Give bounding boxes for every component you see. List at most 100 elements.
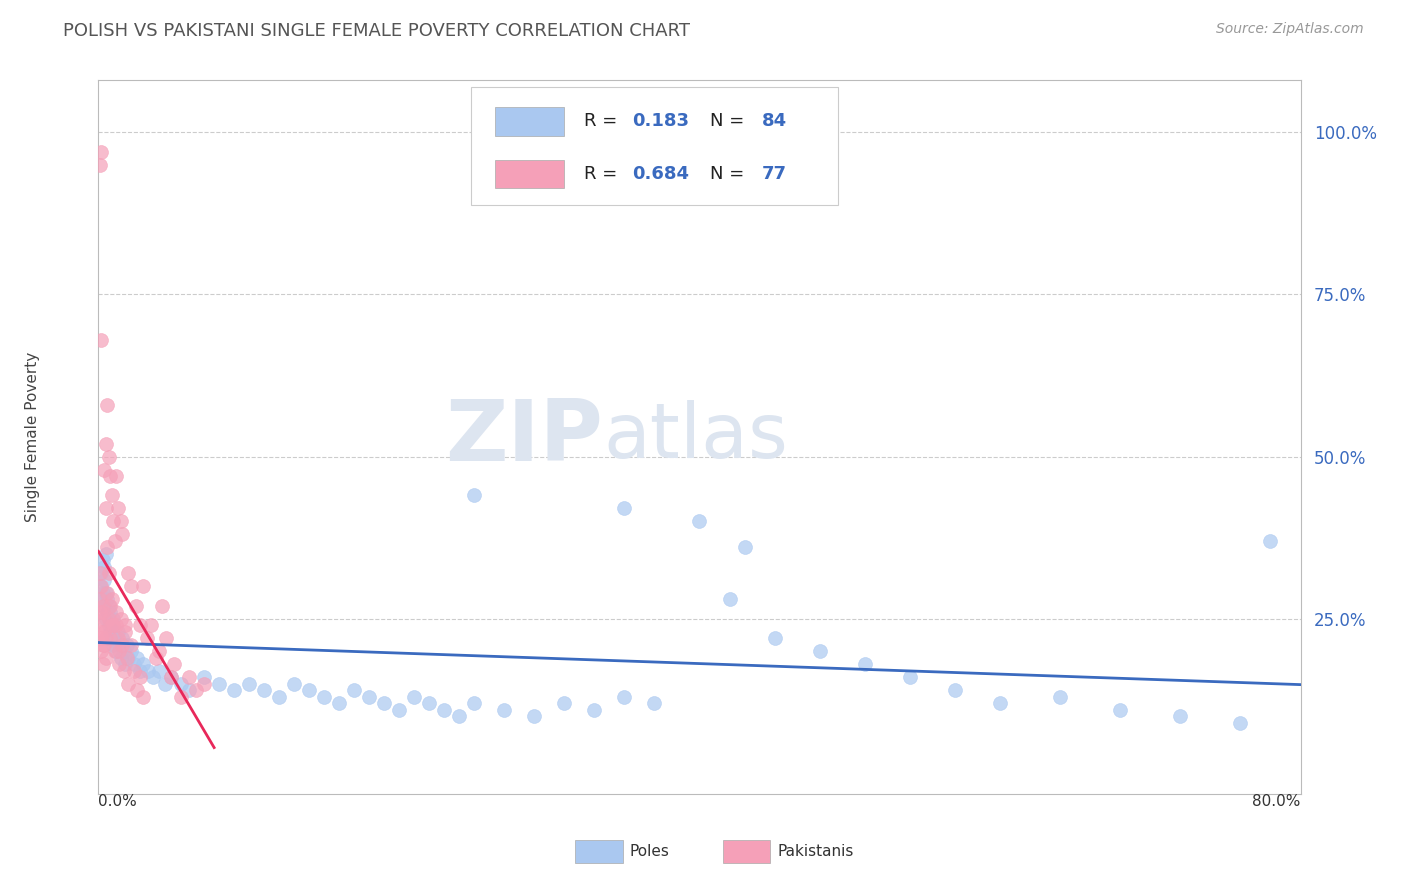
Text: N =: N = xyxy=(710,165,751,183)
Point xyxy=(1109,702,1132,716)
Point xyxy=(105,618,128,632)
Point xyxy=(121,579,143,593)
Point xyxy=(105,605,128,619)
Point xyxy=(523,709,546,723)
Point xyxy=(108,644,131,658)
Point xyxy=(139,618,162,632)
Point xyxy=(91,553,114,567)
Point xyxy=(1049,690,1071,704)
Point xyxy=(159,670,181,684)
Point xyxy=(121,638,143,652)
FancyBboxPatch shape xyxy=(495,107,564,136)
Point xyxy=(115,650,138,665)
Point xyxy=(312,690,335,704)
Point xyxy=(104,533,127,548)
Point xyxy=(129,664,152,678)
Point xyxy=(94,631,117,645)
Point xyxy=(89,592,111,607)
Point xyxy=(93,599,115,613)
Point xyxy=(583,702,606,716)
Text: 80.0%: 80.0% xyxy=(1253,794,1301,809)
Text: R =: R = xyxy=(583,112,623,130)
Point xyxy=(111,631,134,645)
Point xyxy=(117,676,139,690)
Point xyxy=(132,579,155,593)
Point xyxy=(91,599,114,613)
Point xyxy=(162,657,184,672)
Point xyxy=(90,333,112,347)
Point xyxy=(553,696,575,710)
Point xyxy=(111,638,134,652)
Point xyxy=(121,644,143,658)
Point xyxy=(101,618,124,632)
Point xyxy=(93,612,115,626)
Point xyxy=(103,612,125,626)
Point xyxy=(1260,533,1282,548)
Point xyxy=(613,501,636,516)
Point xyxy=(90,579,112,593)
Point xyxy=(127,650,149,665)
Point xyxy=(447,709,470,723)
Point xyxy=(153,676,176,690)
Point xyxy=(90,631,112,645)
Point xyxy=(101,618,124,632)
Point xyxy=(100,599,122,613)
Point xyxy=(94,650,117,665)
Point xyxy=(112,644,135,658)
Point xyxy=(89,566,111,581)
Point xyxy=(110,612,132,626)
Point xyxy=(808,644,831,658)
Point xyxy=(463,488,485,502)
Point xyxy=(91,657,114,672)
Point xyxy=(104,644,127,658)
Point xyxy=(1170,709,1192,723)
Point xyxy=(101,631,124,645)
Point xyxy=(1229,715,1251,730)
Point xyxy=(97,599,120,613)
Point xyxy=(101,488,124,502)
Text: Poles: Poles xyxy=(630,845,669,859)
Text: 84: 84 xyxy=(762,112,787,130)
Point xyxy=(433,702,456,716)
Point xyxy=(111,527,134,541)
Point xyxy=(117,650,139,665)
Point xyxy=(127,683,149,698)
Point xyxy=(93,638,115,652)
Point xyxy=(943,683,966,698)
Point xyxy=(155,631,177,645)
Point xyxy=(112,664,135,678)
Point xyxy=(90,644,112,658)
Point xyxy=(93,559,115,574)
Point xyxy=(90,566,112,581)
Point xyxy=(494,702,516,716)
Point xyxy=(141,670,163,684)
Point xyxy=(115,638,138,652)
Point xyxy=(107,631,129,645)
Point xyxy=(208,676,231,690)
Point xyxy=(105,644,128,658)
Point xyxy=(114,657,136,672)
Point xyxy=(170,676,193,690)
Point xyxy=(734,541,756,555)
Text: R =: R = xyxy=(583,165,623,183)
Point xyxy=(145,650,167,665)
Point xyxy=(193,676,215,690)
Point xyxy=(463,696,485,710)
FancyBboxPatch shape xyxy=(471,87,838,205)
Point xyxy=(148,664,170,678)
Point xyxy=(93,624,115,639)
Point xyxy=(129,618,152,632)
Point xyxy=(718,592,741,607)
Text: atlas: atlas xyxy=(603,401,789,474)
Point xyxy=(91,618,114,632)
Point xyxy=(114,624,136,639)
Text: POLISH VS PAKISTANI SINGLE FEMALE POVERTY CORRELATION CHART: POLISH VS PAKISTANI SINGLE FEMALE POVERT… xyxy=(63,22,690,40)
Point xyxy=(105,469,128,483)
Point xyxy=(89,624,111,639)
Point xyxy=(100,605,122,619)
Point xyxy=(373,696,395,710)
Point xyxy=(132,690,155,704)
Point xyxy=(853,657,876,672)
Point xyxy=(298,683,321,698)
Point xyxy=(328,696,350,710)
